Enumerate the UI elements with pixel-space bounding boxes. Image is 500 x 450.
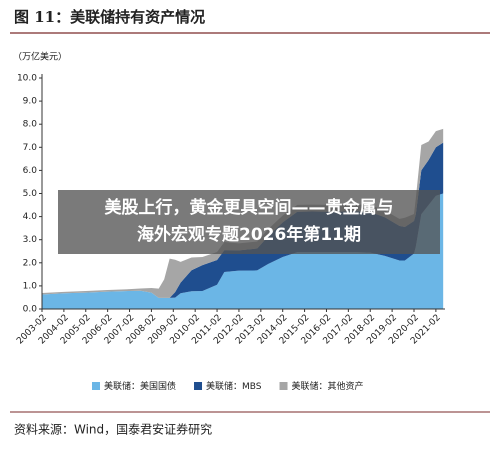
y-tick-label: 1.0 bbox=[23, 281, 38, 291]
y-tick-label: 7.0 bbox=[23, 143, 38, 153]
source: 资料来源：Wind，国泰君安证券研究 bbox=[14, 422, 212, 437]
area bbox=[42, 193, 444, 309]
y-tick-label: 2.0 bbox=[23, 258, 38, 268]
y-tick-label: 0.0 bbox=[23, 305, 38, 315]
y-tick-label: 8.0 bbox=[23, 120, 38, 130]
y-tick-label: 5.0 bbox=[23, 189, 38, 199]
legend-label: 美联储：MBS bbox=[206, 380, 262, 392]
legend-label: 美联储：美国国债 bbox=[104, 380, 176, 392]
y-tick-label: 6.0 bbox=[23, 166, 38, 176]
y-axis-label: （万亿美元） bbox=[13, 51, 67, 63]
y-tick-label: 3.0 bbox=[23, 235, 38, 245]
overlay-line: 海外宏观专题2026年第11期 bbox=[137, 225, 361, 245]
overlay-line: 美股上行，黄金更具空间——贵金属与 bbox=[104, 198, 394, 218]
legend-swatch bbox=[279, 382, 288, 390]
legend-label: 美联储：其他资产 bbox=[292, 380, 364, 392]
legend-swatch bbox=[92, 382, 100, 390]
chart-title: 图 11：美联储持有资产情况 bbox=[14, 8, 205, 26]
y-tick-label: 9.0 bbox=[23, 97, 38, 107]
legend-swatch bbox=[194, 382, 203, 390]
overlay-banner: 美股上行，黄金更具空间——贵金属与 海外宏观专题2026年第11期 bbox=[58, 190, 440, 254]
y-tick-label: 4.0 bbox=[23, 212, 38, 222]
y-tick-label: 10.0 bbox=[17, 74, 37, 84]
